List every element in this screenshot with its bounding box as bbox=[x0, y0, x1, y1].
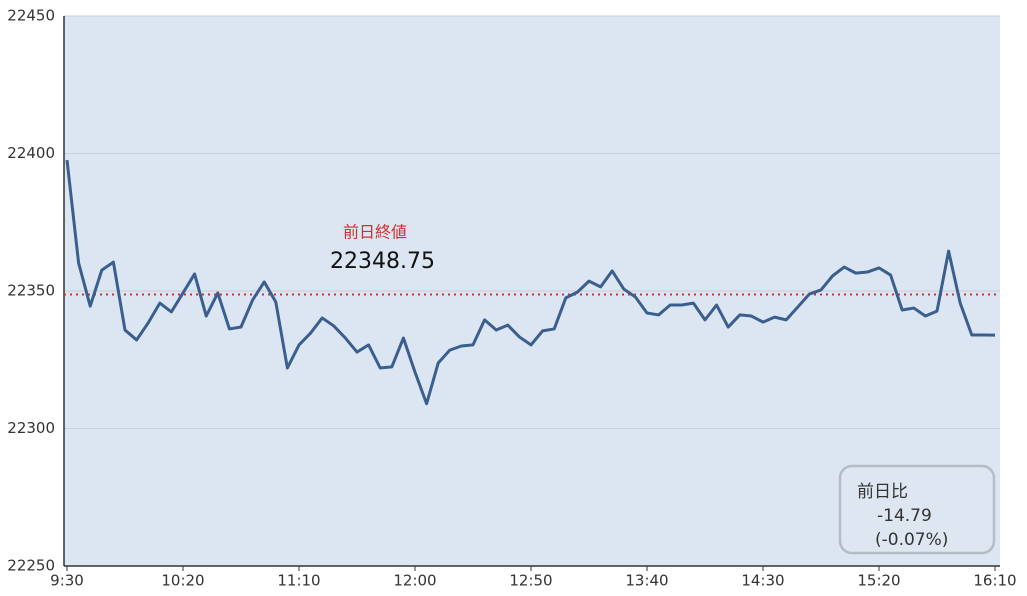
x-tick-label: 16:10 bbox=[973, 572, 1016, 590]
y-tick-label: 22400 bbox=[7, 144, 55, 162]
x-tick-label: 11:10 bbox=[277, 572, 320, 590]
y-tick-label: 22350 bbox=[7, 282, 55, 300]
price-line bbox=[65, 159, 996, 406]
x-tick-label: 10:20 bbox=[161, 572, 204, 590]
change-label: 前日比 bbox=[857, 482, 908, 502]
y-tick-label: 22250 bbox=[7, 557, 55, 575]
y-tick-label: 22450 bbox=[7, 7, 55, 25]
change-value: -14.79 bbox=[877, 506, 932, 526]
y-tick-label: 22300 bbox=[7, 419, 55, 437]
change-box bbox=[838, 464, 996, 555]
reference-label: 前日終値 bbox=[343, 223, 407, 242]
x-tick-label: 12:00 bbox=[393, 572, 436, 590]
x-tick-label: 9:30 bbox=[50, 572, 84, 590]
change-percent: (-0.07%) bbox=[875, 530, 948, 550]
x-tick-label: 15:20 bbox=[857, 572, 900, 590]
x-tick-label: 13:40 bbox=[625, 572, 668, 590]
x-tick-label: 12:50 bbox=[509, 572, 552, 590]
reference-value: 22348.75 bbox=[330, 249, 435, 274]
x-tick-label: 14:30 bbox=[741, 572, 784, 590]
